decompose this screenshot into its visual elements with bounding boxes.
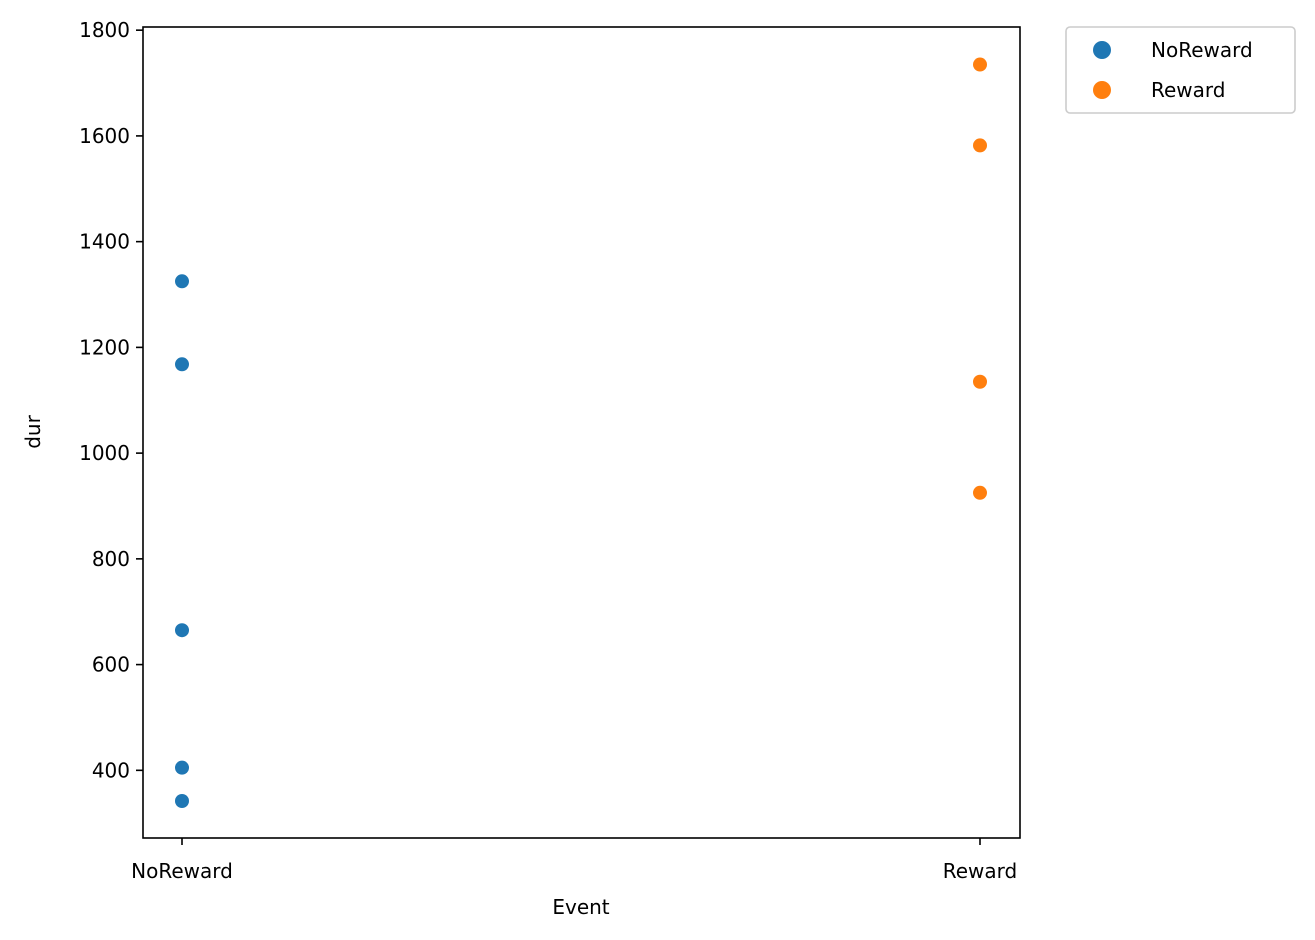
point-reward [973,374,987,389]
y-tick-label: 800 [92,547,130,571]
legend-marker-reward [1093,81,1111,99]
point-noreward [175,274,189,289]
x-tick-label: NoReward [131,859,233,883]
point-noreward [175,357,189,372]
y-tick-label: 600 [92,653,130,677]
plot-frame [142,26,1021,839]
y-tick-label: 1400 [79,230,130,254]
y-tick-label: 1000 [79,441,130,465]
y-tick-label: 1800 [79,18,130,42]
y-tick-label: 400 [92,758,130,782]
x-tick-label: Reward [943,859,1017,883]
legend-frame [1065,26,1296,114]
point-noreward [175,623,189,638]
y-axis-label: dur [21,414,45,448]
point-reward [973,57,987,72]
x-axis-label: Event [552,895,609,919]
data-points [175,57,987,808]
x-axis: NoReward Reward [131,838,1017,883]
y-tick-label: 1200 [79,335,130,359]
point-noreward [175,760,189,775]
legend-label-reward: Reward [1151,78,1225,102]
legend-marker-noreward [1093,41,1111,59]
point-reward [973,138,987,153]
point-reward [973,485,987,500]
legend: NoReward Reward [1065,26,1296,114]
y-axis: 400 600 800 1000 1200 1400 1600 1800 [79,18,143,782]
y-tick-label: 1600 [79,124,130,148]
point-noreward [175,793,189,808]
legend-label-noreward: NoReward [1151,38,1253,62]
